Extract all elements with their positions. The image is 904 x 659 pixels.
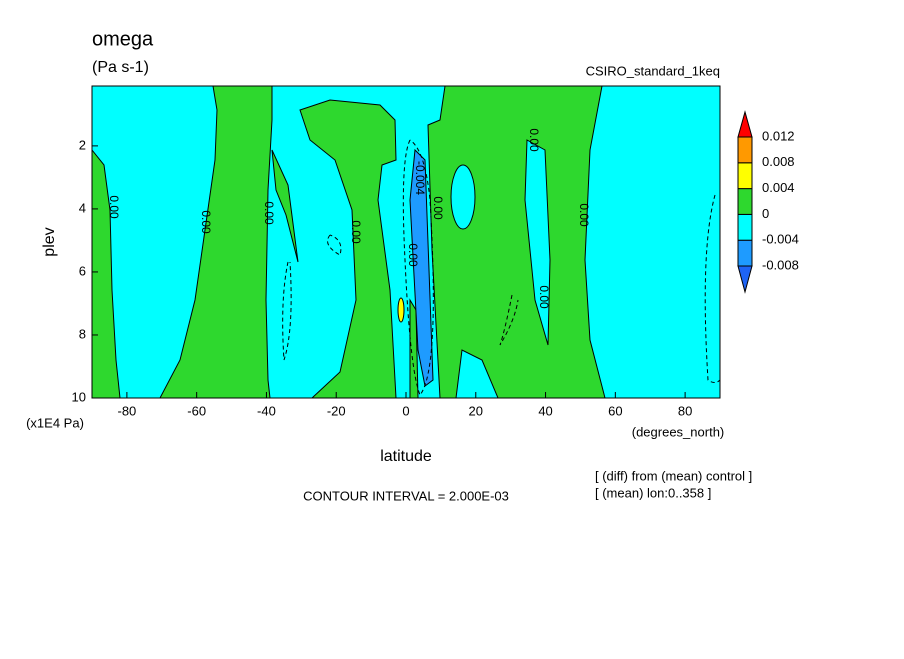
fill-layer	[92, 86, 720, 398]
note: [ (mean) lon:0..358 ]	[595, 485, 711, 500]
colorbar-arrow	[737, 110, 753, 138]
y-tick-label: 10	[72, 389, 86, 404]
contour-fill	[409, 298, 419, 398]
colorbar-box	[737, 136, 753, 164]
x-axis-units: (degrees_north)	[632, 424, 725, 439]
colorbar-box	[737, 239, 753, 267]
colorbar-label: 0.008	[762, 154, 795, 169]
x-tick-label: -80	[117, 403, 136, 418]
contour-line	[282, 261, 292, 361]
note: [ (diff) from (mean) control ]	[595, 468, 752, 483]
colorbar-arrow	[737, 265, 753, 294]
x-tick-label: -20	[327, 403, 346, 418]
colorbar-label: 0.004	[762, 180, 795, 195]
y-tick-label: 2	[79, 137, 86, 152]
chart-subtitle: (Pa s-1)	[92, 59, 149, 76]
colorbar-label: -0.004	[762, 232, 799, 247]
contour-label: 0.00	[349, 220, 363, 244]
contour-label: 0.00	[527, 128, 541, 152]
contour-fill	[271, 149, 299, 263]
colorbar-box	[737, 188, 753, 215]
colorbar-box	[737, 213, 753, 241]
contour-line	[327, 234, 342, 256]
y-axis-units: (x1E4 Pa)	[26, 415, 84, 430]
contour-label: 0.00	[107, 195, 121, 219]
contour-line	[704, 194, 720, 383]
x-tick-label: 0	[402, 403, 409, 418]
y-tick-label: 6	[79, 263, 86, 278]
contour-label: 0.00	[537, 285, 551, 309]
contour-fill	[427, 86, 606, 398]
contour-fill	[397, 297, 405, 323]
contour-label: 0.00	[199, 210, 213, 234]
y-axis-label: plev	[41, 227, 58, 256]
y-tick-label: 8	[79, 326, 86, 341]
x-tick-label: 20	[469, 403, 483, 418]
x-tick-label: 40	[538, 403, 552, 418]
y-tick-label: 4	[79, 200, 86, 215]
colorbar-box	[737, 162, 753, 190]
contour-fill	[92, 149, 121, 398]
contour-label: 0.00	[577, 203, 591, 227]
contour-label: 0.00	[431, 196, 445, 220]
contour-fill	[450, 164, 476, 230]
contour-fill	[299, 99, 397, 398]
x-tick-label: 80	[678, 403, 692, 418]
contour-label: -0.004	[413, 161, 427, 195]
colorbar-label: -0.008	[762, 257, 799, 272]
x-tick-label: -40	[257, 403, 276, 418]
colorbar-label: 0.012	[762, 128, 795, 143]
contour-line	[499, 294, 519, 346]
x-tick-label: -60	[187, 403, 206, 418]
contour-fill	[159, 86, 273, 398]
dataset-label: CSIRO_standard_1keq	[586, 63, 720, 78]
x-axis-label: latitude	[380, 448, 432, 465]
contour-interval: CONTOUR INTERVAL = 2.000E-03	[303, 488, 509, 503]
contour-label: 0.00	[406, 243, 420, 267]
contour-label: 0.00	[262, 201, 276, 225]
contour-plot	[91, 85, 721, 399]
contour-fill	[524, 139, 551, 346]
colorbar-label: 0	[762, 206, 769, 221]
x-tick-label: 60	[608, 403, 622, 418]
chart-title: omega	[92, 28, 154, 50]
